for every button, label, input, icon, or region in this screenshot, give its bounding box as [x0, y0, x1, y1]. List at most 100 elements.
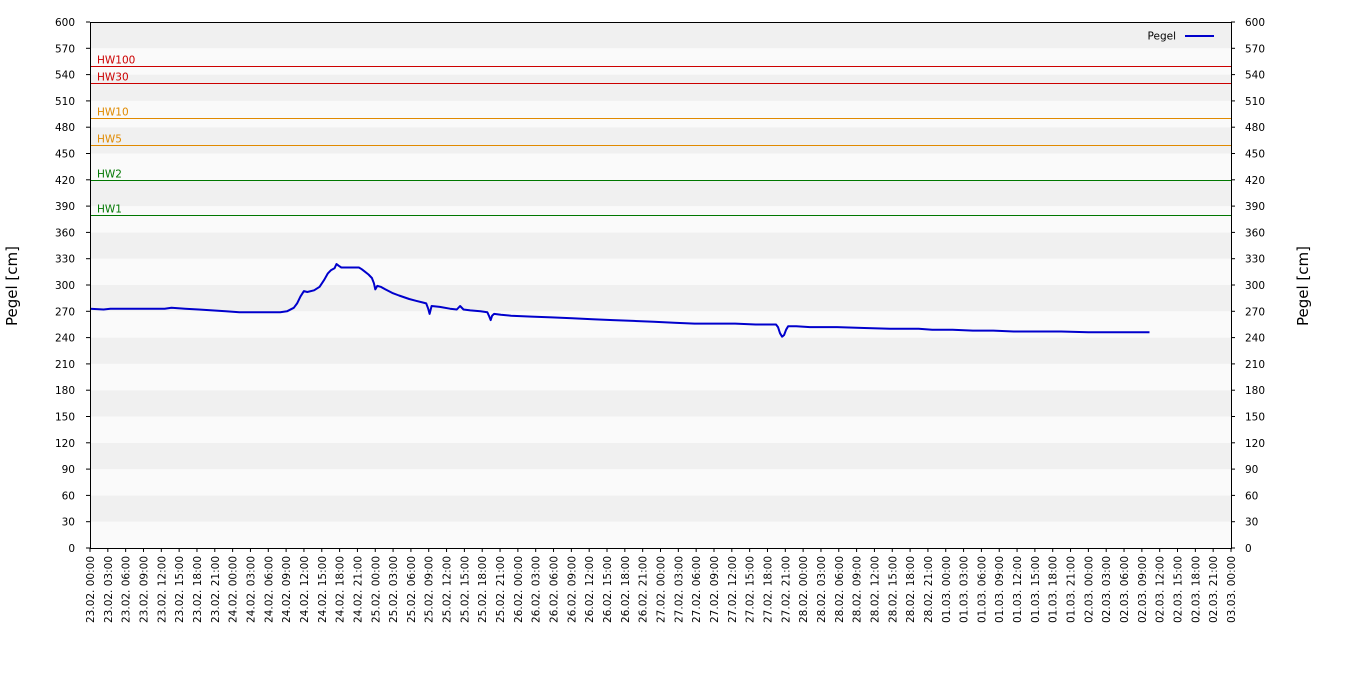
grid-band: [90, 416, 1231, 443]
y-axis-right: 0 30 60 90 120 150 180 210 240 270 300 330 360 390 420…: [1231, 17, 1265, 555]
y-tick-label: 270: [55, 306, 75, 318]
x-tick-label: 01.03. 18:00: [1048, 556, 1060, 623]
x-tick-label: 27.02. 12:00: [727, 556, 739, 623]
y-tick-label: 540: [55, 70, 75, 82]
y-tick-label: 120: [1245, 438, 1265, 450]
grid-band: [90, 442, 1231, 470]
grid-band: [90, 390, 1231, 417]
x-tick-label: 27.02. 21:00: [780, 556, 792, 623]
grid-band: [90, 337, 1231, 364]
x-tick-label: 25.02. 09:00: [424, 556, 436, 623]
grid-band: [90, 495, 1231, 522]
x-tick-label: 23.02. 09:00: [138, 556, 150, 623]
x-tick-label: 01.03. 06:00: [976, 556, 988, 623]
y-tick-label: 540: [1245, 70, 1265, 82]
x-tick-label: 03.03. 00:00: [1226, 556, 1238, 623]
y-tick-label: 480: [55, 122, 75, 134]
x-tick-label: 02.03. 09:00: [1137, 556, 1149, 623]
x-tick-label: 23.02. 06:00: [121, 556, 133, 623]
y-tick-label: 390: [55, 201, 75, 213]
x-tick-label: 01.03. 15:00: [1030, 556, 1042, 623]
y-tick-label: 90: [62, 464, 75, 476]
grid-band: [90, 469, 1231, 496]
x-tick-label: 02.03. 18:00: [1190, 556, 1202, 623]
x-tick-label: 23.02. 15:00: [174, 556, 186, 623]
y-tick-label: 450: [1245, 149, 1265, 161]
threshold-label: HW1: [97, 204, 122, 216]
grid-band: [90, 285, 1231, 312]
y-tick-label: 240: [55, 333, 75, 345]
y-tick-label: 150: [1245, 412, 1265, 424]
x-tick-label: 28.02. 06:00: [834, 556, 846, 623]
y-tick-label: 0: [1245, 543, 1252, 555]
x-tick-label: 27.02. 00:00: [656, 556, 668, 623]
y-tick-label: 570: [1245, 43, 1265, 55]
x-tick-label: 24.02. 09:00: [281, 556, 293, 623]
grid-bands: [90, 22, 1231, 548]
x-axis: 23.02. 00:00 23.02. 03:00 23.02. 06:00 23.0…: [85, 548, 1238, 623]
x-tick-label: 28.02. 15:00: [887, 556, 899, 623]
y-tick-label: 30: [1245, 517, 1258, 529]
y-axis-left: 0 30 60 90 120 150 180 210 240 270 300 330 360 390 420…: [55, 17, 90, 555]
grid-band: [90, 48, 1231, 75]
x-tick-label: 02.03. 12:00: [1155, 556, 1167, 623]
x-tick-label: 24.02. 06:00: [263, 556, 275, 623]
y-tick-label: 180: [55, 385, 75, 397]
y-tick-label: 300: [55, 280, 75, 292]
x-tick-label: 02.03. 15:00: [1173, 556, 1185, 623]
x-tick-label: 27.02. 03:00: [673, 556, 685, 623]
y-tick-label: 600: [55, 17, 75, 29]
y-tick-label: 120: [55, 438, 75, 450]
y-tick-label: 0: [68, 543, 75, 555]
x-tick-label: 02.03. 03:00: [1101, 556, 1113, 623]
x-tick-label: 23.02. 12:00: [156, 556, 168, 623]
grid-band: [90, 74, 1231, 101]
x-tick-label: 26.02. 18:00: [620, 556, 632, 623]
threshold-label: HW5: [97, 134, 122, 146]
x-tick-label: 02.03. 21:00: [1208, 556, 1220, 623]
y-tick-label: 360: [55, 227, 75, 239]
x-tick-label: 28.02. 18:00: [905, 556, 917, 623]
y-tick-label: 510: [55, 96, 75, 108]
y-tick-label: 480: [1245, 122, 1265, 134]
threshold-label: HW30: [97, 72, 129, 84]
y-tick-label: 300: [1245, 280, 1265, 292]
y-tick-label: 240: [1245, 333, 1265, 345]
grid-band: [90, 258, 1231, 285]
x-tick-label: 25.02. 21:00: [495, 556, 507, 623]
grid-band: [90, 179, 1231, 207]
x-tick-label: 27.02. 18:00: [762, 556, 774, 623]
x-tick-label: 02.03. 06:00: [1119, 556, 1131, 623]
x-tick-label: 26.02. 21:00: [638, 556, 650, 623]
y-tick-label: 270: [1245, 306, 1265, 318]
threshold-lines: HW100 HW30 HW10 HW5 HW2 HW1: [90, 55, 1231, 216]
x-tick-label: 25.02. 12:00: [442, 556, 454, 623]
legend-label: Pegel: [1148, 31, 1176, 43]
y-axis-title-left: Pegel [cm]: [3, 246, 21, 326]
grid-band: [90, 206, 1231, 233]
grid-band: [90, 153, 1231, 180]
y-tick-label: 420: [55, 175, 75, 187]
x-tick-label: 24.02. 03:00: [245, 556, 257, 623]
grid-band: [90, 311, 1231, 338]
legend: Pegel: [1148, 31, 1214, 43]
series-layer: [89, 263, 1150, 338]
grid-band: [90, 100, 1231, 128]
x-tick-label: 25.02. 00:00: [370, 556, 382, 623]
y-tick-label: 360: [1245, 227, 1265, 239]
x-tick-label: 28.02. 00:00: [798, 556, 810, 623]
grid-band: [90, 22, 1231, 49]
y-tick-label: 570: [55, 43, 75, 55]
x-tick-label: 23.02. 21:00: [210, 556, 222, 623]
y-tick-label: 90: [1245, 464, 1258, 476]
x-tick-label: 27.02. 15:00: [745, 556, 757, 623]
x-tick-label: 26.02. 03:00: [531, 556, 543, 623]
x-tick-label: 02.03. 00:00: [1083, 556, 1095, 623]
x-tick-label: 23.02. 18:00: [192, 556, 204, 623]
series-line-pegel: [89, 263, 1150, 338]
x-tick-label: 01.03. 21:00: [1066, 556, 1078, 623]
y-axis-title-right: Pegel [cm]: [1294, 246, 1312, 326]
x-tick-label: 01.03. 03:00: [959, 556, 971, 623]
x-tick-label: 25.02. 06:00: [406, 556, 418, 623]
x-tick-label: 01.03. 12:00: [1012, 556, 1024, 623]
